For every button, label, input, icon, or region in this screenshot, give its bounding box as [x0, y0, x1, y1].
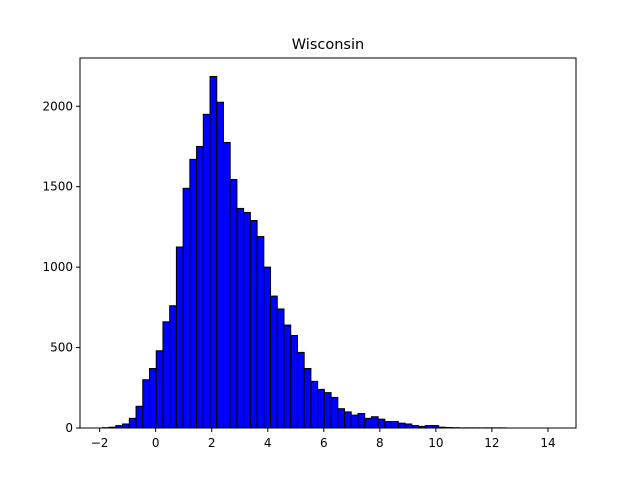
histogram-bar	[404, 423, 413, 429]
histogram-bar	[128, 417, 137, 429]
histogram-bar	[370, 416, 379, 429]
histogram-bar	[243, 211, 251, 429]
y-tick-label: 1000	[42, 260, 73, 274]
x-tick-label: 10	[428, 436, 443, 450]
y-tick-label: 2000	[42, 99, 73, 113]
histogram-bar	[377, 418, 386, 429]
histogram-bar	[216, 101, 224, 429]
histogram-bar	[344, 411, 352, 429]
bars	[101, 76, 507, 429]
x-tick-label: 6	[320, 436, 328, 450]
histogram-bar	[303, 367, 312, 429]
histogram-bar	[317, 388, 325, 429]
histogram-bar	[270, 295, 278, 429]
histogram-bar	[263, 266, 272, 429]
x-tick-label: 2	[208, 436, 216, 450]
y-tick-label: 1500	[42, 180, 73, 194]
chart-title: Wisconsin	[292, 37, 364, 53]
histogram-bar	[391, 421, 399, 429]
histogram-bar	[350, 414, 359, 429]
x-tick-label: 4	[264, 436, 272, 450]
histogram-bar	[182, 187, 191, 429]
histogram-bar	[196, 145, 204, 429]
histogram-bar	[148, 367, 157, 429]
histogram-bar	[222, 141, 231, 429]
histogram-bar	[175, 246, 184, 429]
histogram-bar	[323, 392, 332, 429]
histogram-bar	[142, 379, 150, 429]
histogram-bar	[236, 207, 245, 429]
histogram-bar	[256, 236, 265, 429]
histogram-bar	[337, 408, 346, 429]
histogram-bar	[169, 305, 177, 429]
histogram-bar	[135, 405, 144, 429]
axes-frame	[79, 57, 577, 429]
x-axis: −2 0 2 4 6 8 10 12 14	[91, 428, 556, 450]
histogram-bar	[296, 351, 305, 429]
x-tick-label: −2	[91, 436, 109, 450]
histogram-bar	[283, 324, 292, 429]
x-tick-label: 8	[376, 436, 384, 450]
histogram-bar	[202, 113, 211, 429]
y-tick-label: 500	[50, 341, 73, 355]
x-tick-label: 0	[152, 436, 160, 450]
histogram-bar	[384, 421, 393, 429]
x-tick-label: 14	[540, 436, 555, 450]
histogram-bar	[290, 335, 298, 429]
histogram-bar	[229, 178, 238, 429]
histogram-bar	[155, 350, 164, 429]
histogram-bar	[276, 308, 285, 429]
histogram-bar	[310, 380, 319, 429]
x-tick-label: 12	[484, 436, 499, 450]
histogram-bar	[189, 158, 198, 429]
histogram-bar	[209, 76, 218, 429]
histogram-bar	[249, 219, 258, 429]
histogram-bar	[357, 413, 366, 429]
y-axis: 0 500 1000 1500 2000	[42, 99, 80, 435]
y-tick-label: 0	[65, 421, 73, 435]
histogram-bar	[162, 321, 171, 429]
histogram-bar	[330, 396, 339, 429]
histogram-bar	[122, 423, 130, 429]
histogram-bar	[364, 417, 372, 429]
histogram-bar	[397, 422, 406, 429]
